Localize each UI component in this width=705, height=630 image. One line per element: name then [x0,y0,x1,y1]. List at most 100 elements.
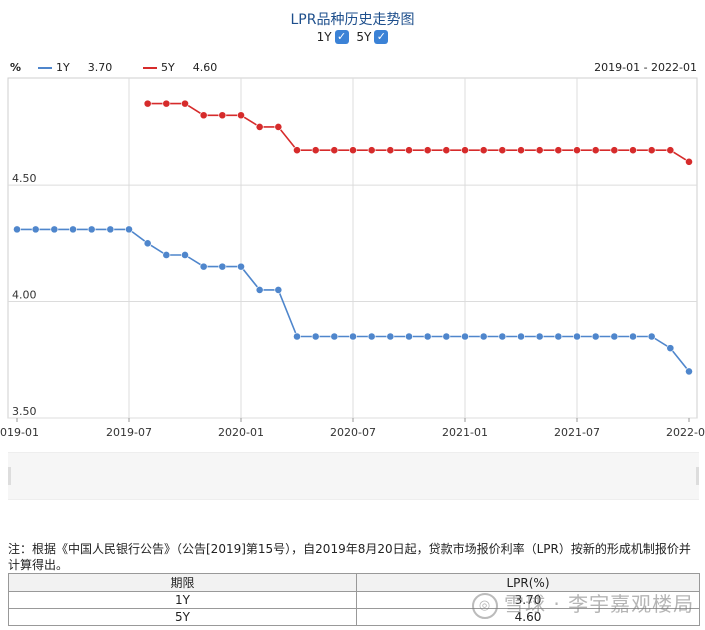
data-point-5Y [479,146,488,155]
data-point-1Y [330,332,339,341]
lpr-table: 期限 LPR(%) 1Y 3.70 5Y 4.60 [8,573,700,626]
chart-legend: % 1Y 3.70 5Y 4.60 2019-01 - 2022-01 [0,59,705,77]
y-tick-label: 4.00 [12,289,37,302]
data-point-5Y [293,146,301,155]
data-point-1Y [591,332,600,341]
data-point-1Y [181,251,189,259]
data-point-5Y [143,99,152,108]
data-point-5Y [498,146,507,155]
range-handle-right[interactable] [696,467,699,485]
x-tick-label: 2021-01 [442,426,488,439]
data-point-5Y [405,146,413,155]
data-point-5Y [237,111,245,120]
watermark: ◎ 雪球 · 李宇嘉观楼局 [472,588,694,619]
data-point-1Y [69,225,77,234]
x-tick-label: 019-01 [0,426,39,439]
data-point-1Y [573,332,581,341]
table-row: 5Y 4.60 [8,608,700,626]
data-point-1Y [423,332,432,341]
data-point-1Y [311,332,320,341]
data-point-1Y [647,332,656,341]
data-point-5Y [367,146,376,155]
data-point-1Y [535,332,544,341]
data-point-1Y [274,286,283,294]
data-point-5Y [517,146,525,155]
table-cell: 4.60 [356,608,700,626]
y-tick-label: 4.50 [12,172,37,185]
legend-item-1y: 1Y 3.70 [38,61,112,74]
table-cell: 5Y [8,608,357,626]
data-point-1Y [610,332,619,341]
data-point-1Y [255,286,264,294]
data-point-5Y [554,146,563,155]
data-point-1Y [31,225,40,234]
checkbox-checked-icon[interactable]: ✓ [374,30,389,44]
data-point-5Y [591,146,600,155]
data-point-5Y [162,99,171,108]
legend-name: 5Y [161,61,175,74]
data-point-1Y [125,225,133,234]
data-point-1Y [199,262,208,271]
x-tick-label: 2020-01 [218,426,264,439]
data-point-1Y [442,332,451,341]
chart-scroll-area[interactable] [8,452,699,500]
data-point-5Y [274,123,283,131]
legend-item-5y: 5Y 4.60 [143,61,217,74]
legend-value: 4.60 [192,61,218,74]
data-point-5Y [647,146,656,155]
data-point-1Y [293,332,301,341]
checkbox-checked-icon[interactable]: ✓ [334,30,349,44]
data-point-1Y [13,225,21,234]
data-point-5Y [199,111,208,120]
data-point-5Y [423,146,432,155]
data-point-1Y [143,239,152,248]
data-point-5Y [386,146,395,155]
toggle-1y[interactable]: 1Y ✓ [317,30,349,44]
data-point-5Y [442,146,451,155]
data-point-5Y [255,123,264,131]
data-point-5Y [311,146,320,155]
data-point-1Y [87,225,96,234]
data-point-1Y [386,332,395,341]
series-line-5Y [147,102,690,163]
data-point-5Y [573,146,581,155]
data-point-1Y [479,332,488,341]
data-point-1Y [237,262,245,271]
data-point-5Y [181,99,189,108]
data-point-1Y [666,344,675,353]
legend-value: 3.70 [87,61,113,74]
series-toggles: 1Y ✓ 5Y ✓ [0,30,705,44]
range-handle-left[interactable] [8,467,11,485]
table-header-row: 期限 LPR(%) [8,573,700,592]
data-point-1Y [349,332,357,341]
data-point-1Y [517,332,525,341]
data-point-5Y [218,111,227,120]
footnote: 注：根据《中国人民银行公告》（公告[2019]第15号），自2019年8月20日… [8,542,691,572]
data-point-1Y [218,262,227,271]
data-point-1Y [50,225,59,234]
data-point-1Y [498,332,507,341]
table-cell: 1Y [8,591,357,609]
line-chart: 3.50 4.00 4.50 019-01 2019-07 2020-01 2020-07 2… [0,77,705,439]
legend-line-icon [38,66,52,69]
data-point-1Y [405,332,413,341]
data-point-1Y [106,225,115,234]
table-header-lpr: LPR(%) [356,573,700,592]
data-point-1Y [162,251,171,259]
toggle-1y-label: 1Y [316,30,332,44]
data-point-5Y [349,146,357,155]
data-point-5Y [330,146,339,155]
unit-label: % [10,61,22,74]
x-tick-label: 2021-07 [554,426,600,439]
chart-title: LPR品种历史走势图 [290,12,415,28]
data-point-1Y [554,332,563,341]
toggle-5y-label: 5Y [356,30,372,44]
data-point-5Y [666,146,675,155]
data-point-1Y [461,332,469,341]
data-point-1Y [629,332,637,341]
watermark-text: 雪球 · 李宇嘉观楼局 [504,592,695,616]
data-point-1Y [685,367,693,376]
toggle-5y[interactable]: 5Y ✓ [356,30,389,44]
legend-name: 1Y [56,61,70,74]
x-tick-label: 2020-07 [330,426,376,439]
